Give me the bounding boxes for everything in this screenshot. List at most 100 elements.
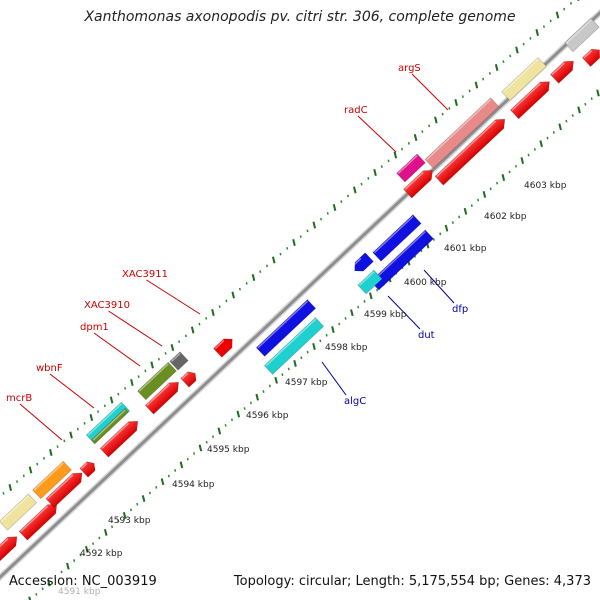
leader-dut [387,295,421,330]
gene-highlight [101,422,130,450]
gene-highlight [20,505,49,533]
tick-mark-bottom [179,461,184,469]
gene-label-radc: radC [344,105,368,116]
gene-red [581,48,600,67]
tick-mark-top [170,344,175,351]
tick-mark-bottom [217,427,222,435]
gene-body [137,361,177,401]
tick-mark-bottom [287,367,290,371]
tick-mark-bottom [54,576,57,579]
tick-mark-top [279,252,282,256]
tick-mark-bottom [73,559,76,562]
gene-dut [357,269,383,295]
tick-mark-bottom [186,457,189,461]
tick-mark-top [380,165,383,169]
gene-body [91,408,129,444]
tick-mark-bottom [590,97,593,101]
gene-body [263,317,325,375]
tick-mark-bottom [514,164,517,168]
gene-highlight [0,494,30,523]
tick-mark-top [413,134,418,141]
gene-highlight [565,19,592,44]
tick-mark-top [468,89,471,93]
tick-mark-bottom [369,292,373,300]
tick-mark-bottom [520,157,525,165]
kbp-label: 4602 kbp [484,212,527,222]
tick-mark-bottom [122,512,127,519]
tick-mark-top [319,217,323,221]
gene-body [85,401,131,445]
gene-highlight [80,462,88,470]
tick-mark-top [15,480,19,484]
tick-mark-top [205,316,208,320]
leader-xac3910 [108,310,163,347]
tick-mark-top [434,116,438,124]
labels-layer: 4591 kbp 4592 kbp 4593 kbp 4594 kbp 4595 kbp… [6,63,567,597]
tick-mark-bottom [28,596,32,600]
tick-mark-bottom [451,221,454,224]
tick-mark-bottom [148,491,151,495]
tick-mark-bottom [92,542,95,546]
tick-mark-bottom [458,215,461,219]
gene-highlight [397,155,418,174]
tick-mark-bottom [205,440,208,444]
kbp-label: 4601 kbp [444,244,487,254]
tick-mark-top [265,264,269,268]
tick-mark-bottom [439,232,442,236]
leader-algc [321,361,347,396]
gene-highlight [257,300,309,349]
tick-mark-top [488,71,491,75]
tick-mark-top [563,7,566,11]
tick-mark-top [271,256,276,264]
tick-mark-top [117,392,120,396]
tick-mark-bottom [596,89,600,97]
tick-mark-bottom [98,536,101,540]
gene-red [79,461,96,478]
gene-highlight [551,62,565,76]
tick-mark-bottom [489,187,492,191]
tick-mark-top [8,484,13,491]
tick-mark-top [28,466,33,474]
gene-body [354,252,374,272]
tick-mark-top [49,449,53,456]
tick-mark-bottom [268,384,271,388]
tick-mark-top [393,151,398,159]
gene-body [403,170,433,199]
tick-mark-top [407,141,410,145]
tick-mark-bottom [470,204,473,208]
tick-mark-bottom [357,305,360,309]
tick-mark-top [164,351,167,355]
gene-red [509,81,550,120]
gene-highlight [214,339,225,350]
tick-mark-top [482,77,485,81]
tick-mark-bottom [533,147,536,151]
tick-mark-bottom [577,106,581,114]
tick-mark-top [421,130,424,134]
tick-mark-bottom [193,452,196,455]
tick-mark-top [373,169,377,176]
gene-body [424,97,500,169]
tick-mark-bottom [558,123,562,131]
kbp-label: 4599 kbp [364,310,407,320]
tick-mark-top [69,431,73,439]
accession-text: Accession: NC_003919 [9,574,157,589]
gene-highlight [265,318,317,367]
gene-khaki-right [501,57,547,101]
kbp-label: 4592 kbp [80,549,123,559]
tick-mark-bottom [432,238,435,241]
tick-mark-top [529,36,532,40]
tick-mark-bottom [155,485,158,489]
gene-body [357,269,383,295]
tick-mark-bottom [211,435,215,439]
gene-highlight [138,363,169,392]
gene-body [32,460,72,500]
tick-mark-top [144,369,147,373]
tick-mark-bottom [103,528,108,536]
leader-dfp [423,269,455,304]
tick-mark-top [347,194,350,198]
tick-mark-bottom [495,181,499,185]
tick-mark-bottom [85,545,89,553]
gene-label-xac3910: XAC3910 [84,300,130,311]
gene-highlight [146,383,170,407]
tick-mark-top [306,229,309,233]
